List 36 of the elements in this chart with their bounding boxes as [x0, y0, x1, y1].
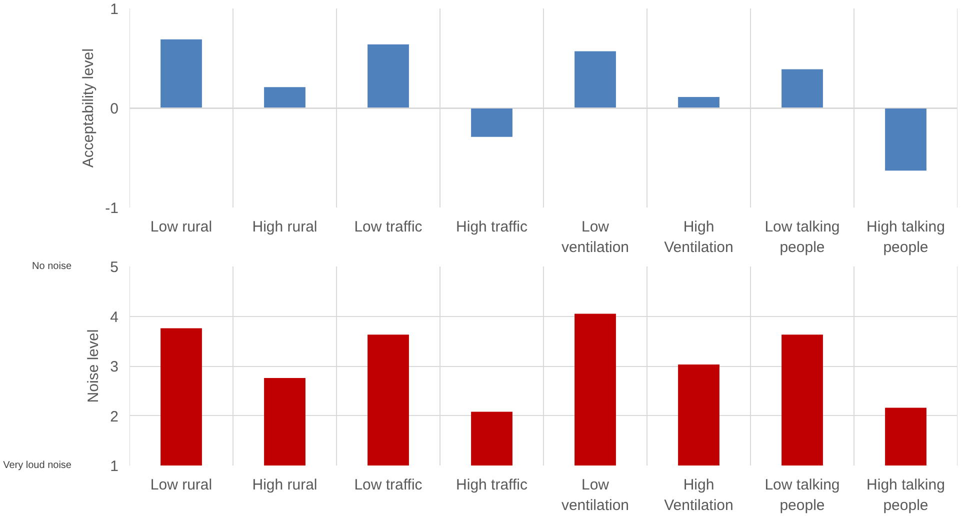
bar: [678, 97, 720, 108]
x-tick-label: High talking people: [866, 218, 945, 256]
y-tick-label: 1: [110, 1, 118, 18]
x-tick-label: High Ventilation: [664, 218, 734, 256]
y-tick-label: 2: [110, 408, 118, 426]
x-tick-label: High traffic: [456, 218, 528, 236]
bar: [885, 108, 926, 171]
y-tick-label: 3: [110, 358, 118, 376]
x-tick-label: Low rural: [150, 218, 212, 236]
x-tick-label: Low ventilation: [561, 476, 630, 514]
bar: [574, 51, 616, 108]
x-tick-label: Low traffic: [354, 476, 423, 494]
bar: [368, 44, 409, 108]
y-tick-label: 1: [110, 458, 118, 475]
x-tick-label: High Ventilation: [664, 476, 734, 514]
x-tick-label: Low traffic: [354, 218, 423, 236]
x-tick-label: Low ventilation: [561, 218, 630, 256]
x-tick-label: High traffic: [456, 476, 528, 494]
y-tick-label: 4: [110, 308, 118, 326]
bar: [160, 39, 202, 108]
y-axis-title: Noise level: [85, 329, 102, 403]
x-tick-label: High talking people: [866, 476, 945, 514]
x-tick-label: High rural: [252, 476, 318, 494]
x-tick-label: Low talking people: [764, 218, 840, 256]
bar: [782, 69, 823, 108]
x-tick-label: Low rural: [150, 476, 212, 494]
x-tick-label: Low talking people: [764, 476, 840, 514]
bar: [471, 108, 512, 137]
bar: [264, 87, 306, 108]
y-tick-label: 5: [110, 259, 118, 276]
y-tick-label: -1: [105, 200, 119, 217]
y-tick-label: 0: [110, 100, 118, 118]
y-axis-title: Acceptability level: [80, 48, 98, 168]
text: No noise: [32, 261, 72, 272]
text: Very loud noise: [3, 460, 72, 471]
x-tick-label: High rural: [252, 218, 318, 236]
